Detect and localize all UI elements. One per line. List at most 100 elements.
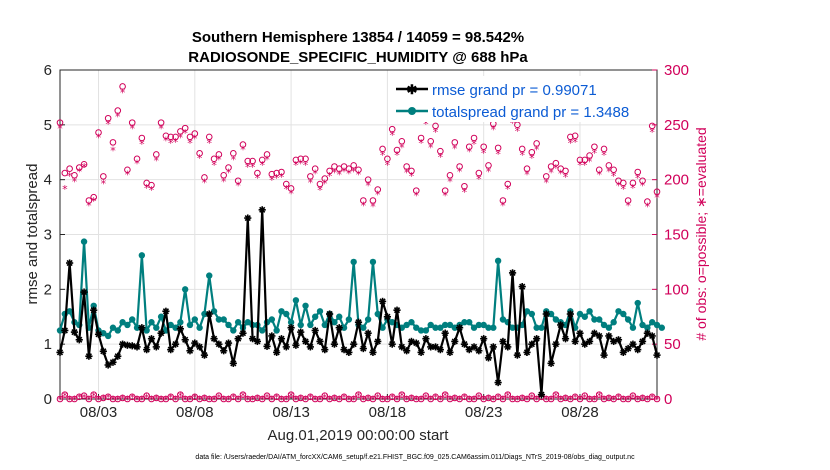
obs-possible-point (124, 166, 131, 174)
rmse-point (624, 344, 632, 353)
obs-possible-point (398, 137, 406, 145)
totalspread-point (292, 297, 300, 304)
obs-possible-point (104, 114, 112, 122)
rmse-series (56, 206, 661, 399)
totalspread-point (148, 319, 155, 326)
rmse-point-stroke (345, 349, 352, 356)
rmse-point-stroke (552, 341, 560, 348)
obs-possible-point (244, 157, 252, 165)
obs-low-evaluated-point: * (259, 394, 265, 407)
rmse-point-stroke (379, 298, 386, 305)
obs-low-possible-point (278, 395, 285, 403)
obs-low-evaluated-point: * (293, 394, 299, 407)
obs-low-evaluated-point: * (404, 394, 410, 407)
obs-possible-point (215, 151, 223, 158)
obs-low-evaluated-point: * (515, 394, 521, 407)
rmse-point-stroke (417, 349, 425, 356)
obs-possible-point (138, 134, 146, 142)
obs-possible-point (119, 83, 126, 90)
rmse-point-stroke (576, 330, 584, 337)
obs-low-possible-point (393, 395, 401, 403)
obs-low-possible-point (316, 395, 324, 403)
obs-evaluated-point: * (255, 172, 261, 185)
obs-evaluated-point: * (438, 151, 444, 164)
obs-evaluated-point: * (370, 200, 376, 213)
obs-evaluated-point: * (207, 137, 213, 150)
obs-possible-point (360, 197, 367, 204)
obs-evaluated-point: * (471, 138, 477, 151)
obs-low-evaluated-point: * (635, 394, 641, 407)
x-tick-label: 08/28 (561, 404, 599, 421)
rmse-point (557, 321, 565, 329)
totalspread-point (533, 324, 540, 331)
rmse-point-stroke (509, 269, 516, 276)
obs-low-evaluated-point: * (621, 394, 627, 407)
obs-low-possible-point (196, 395, 203, 403)
totalspread-point (129, 316, 136, 323)
obs-evaluated-point: * (163, 135, 169, 148)
obs-evaluated-point: * (62, 183, 68, 196)
obs-evaluated-point: * (303, 159, 309, 172)
rmse-point (533, 335, 541, 343)
rmse-point-stroke (109, 359, 117, 366)
totalspread-point (528, 310, 536, 318)
obs-low-evaluated-point: * (385, 394, 391, 407)
rmse-point (653, 351, 661, 359)
rmse-point-stroke (514, 352, 521, 359)
rmse-point (369, 348, 377, 356)
obs-low-possible-point (258, 395, 266, 403)
obs-low-evaluated-point: * (240, 390, 246, 403)
totalspread-point (56, 327, 64, 334)
obs-low-evaluated-point: * (101, 392, 107, 405)
rmse-point (326, 310, 334, 318)
rmse-point (431, 343, 440, 351)
obs-low-possible-point (215, 392, 223, 400)
rmse-point (576, 329, 584, 337)
obs-low-possible-point (480, 395, 487, 403)
obs-possible-point (412, 187, 420, 194)
totalspread-point (369, 258, 377, 266)
obs-low-evaluated-point: * (361, 394, 367, 407)
rmse-point-stroke (365, 330, 372, 337)
obs-low-possible-point (562, 394, 569, 402)
rmse-point (590, 329, 599, 337)
obs-low-possible-point (374, 392, 382, 400)
obs-evaluated-point: * (341, 165, 347, 178)
rmse-point-stroke (105, 361, 112, 369)
obs-low-evaluated-point: * (139, 394, 145, 407)
obs-low-evaluated-point: * (81, 391, 87, 404)
rmse-point (287, 324, 295, 332)
rmse-point (234, 335, 242, 343)
obs-low-evaluated-point: * (486, 392, 492, 405)
rmse-point (340, 346, 348, 354)
totalspread-point (644, 324, 651, 331)
obs-evaluated-point: * (481, 147, 487, 160)
obs-evaluated-point: * (572, 136, 578, 149)
rmse-point-stroke (167, 346, 174, 353)
rmse-point-stroke (485, 354, 492, 361)
totalspread-point (143, 327, 150, 334)
axis-ticks: 08/03 08/08 08/13 08/18 08/23 08/28 0 1 2 3 4 5 6 0 50… (44, 62, 689, 421)
obs-evaluated-point: * (428, 141, 434, 154)
obs-evaluated-point: * (168, 137, 174, 150)
obs-possible-point (133, 155, 141, 163)
obs-low-evaluated-point: * (418, 394, 424, 407)
obs-evaluated-point: * (298, 158, 304, 171)
rmse-point (263, 342, 271, 350)
totalspread-point (297, 321, 304, 329)
rmse-point-stroke (148, 335, 155, 342)
totalspread-point (138, 252, 146, 259)
obs-evaluated-point: * (457, 165, 463, 178)
rmse-point-stroke (495, 379, 502, 386)
rmse-point-stroke (114, 353, 121, 360)
obs-possible-point (205, 133, 213, 141)
rmse-point-stroke (475, 347, 482, 354)
obs-low-evaluated-point: * (438, 394, 444, 407)
obs-low-possible-point (263, 392, 271, 400)
rmse-point-stroke (533, 335, 540, 342)
totalspread-point (422, 327, 430, 334)
totalspread-point (196, 324, 203, 331)
obs-low-possible-point (360, 395, 367, 403)
obs-possible-point (470, 134, 478, 142)
obs-evaluated-point: * (510, 117, 516, 130)
